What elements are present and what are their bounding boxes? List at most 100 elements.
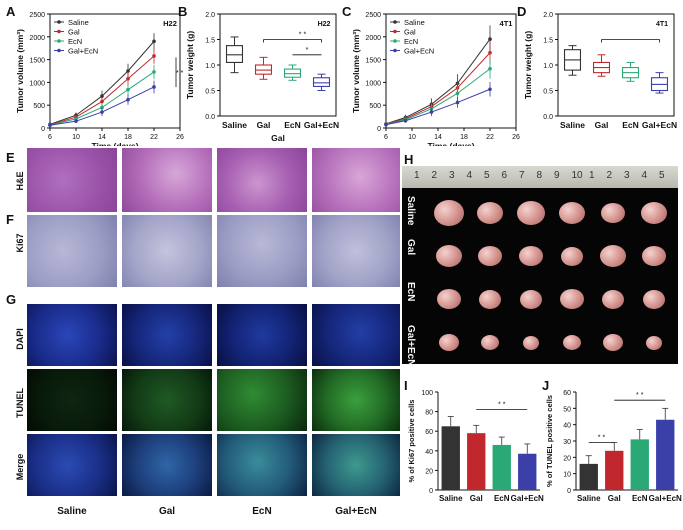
row-label-merge: Merge bbox=[15, 453, 25, 481]
x-category-label: Saline bbox=[439, 494, 463, 503]
tumor-specimen bbox=[477, 202, 503, 224]
x-tick-label: 22 bbox=[150, 134, 158, 141]
ruler-number: 2 bbox=[606, 170, 613, 181]
x-category-label: Saline bbox=[577, 494, 601, 503]
row-label-he: H&E bbox=[15, 171, 25, 191]
legend-marker bbox=[57, 20, 61, 24]
ruler-number: 4 bbox=[466, 170, 473, 181]
ruler-number: 5 bbox=[484, 170, 490, 181]
ruler-number: 6 bbox=[501, 170, 508, 181]
y-tick-label: 50 bbox=[563, 406, 571, 413]
ki67-tile-ecn bbox=[217, 215, 307, 287]
data-point bbox=[152, 39, 156, 44]
x-category-label: Gal+EcN bbox=[649, 494, 682, 503]
legend-label: Saline bbox=[404, 18, 425, 27]
y-axis-label: Tumor weight (g) bbox=[523, 31, 533, 99]
legend-marker bbox=[393, 20, 397, 24]
data-point bbox=[488, 37, 492, 41]
tumor-specimen bbox=[560, 289, 584, 309]
significance-label: * bbox=[306, 47, 309, 54]
y-tick-label: 1.0 bbox=[205, 63, 215, 70]
panel-letter-h: H bbox=[404, 152, 414, 167]
y-tick-label: 0 bbox=[41, 126, 45, 133]
x-axis-label: Gal bbox=[271, 133, 285, 143]
legend-marker bbox=[57, 48, 61, 53]
y-tick-label: 60 bbox=[563, 390, 571, 397]
ruler-number: 1 bbox=[589, 170, 595, 181]
ruler-number: 7 bbox=[519, 170, 525, 181]
dapi-tile-gal bbox=[122, 304, 212, 366]
y-tick-label: 2.0 bbox=[205, 12, 215, 19]
y-tick-label: 1.0 bbox=[543, 63, 553, 70]
x-tick-label: 26 bbox=[176, 134, 184, 141]
y-tick-label: 30 bbox=[563, 439, 571, 446]
plot-frame bbox=[49, 13, 181, 129]
x-tick-label: 6 bbox=[384, 134, 388, 141]
y-tick-label: 0.5 bbox=[543, 89, 553, 96]
x-category-label: Gal bbox=[608, 494, 621, 503]
he-tile-ecn bbox=[217, 148, 307, 212]
col-label-ecn: EcN bbox=[252, 506, 272, 517]
ruler-number: 4 bbox=[641, 170, 648, 181]
col-label-gal: Gal bbox=[158, 506, 176, 517]
data-point bbox=[488, 87, 492, 92]
legend-label: Gal+EcN bbox=[404, 47, 434, 56]
series-line-Gal bbox=[385, 52, 491, 125]
significance-label: * * bbox=[598, 435, 606, 442]
chart-c-tumor-volume-4t1: 0 500 1000 1500 2000 2500 6 10 14 18 22 26 Time (day… bbox=[351, 12, 520, 146]
x-category-label: EcN bbox=[284, 120, 301, 130]
y-tick-label: 40 bbox=[563, 423, 571, 430]
x-tick-label: 10 bbox=[72, 134, 80, 141]
tumor-specimen bbox=[561, 247, 583, 266]
dapi-tile-gal-ecn bbox=[312, 304, 400, 366]
panel-letter-a: A bbox=[6, 4, 16, 19]
tumor-specimen bbox=[519, 246, 543, 266]
y-axis-label: % of TUNEL positive cells bbox=[545, 395, 554, 487]
data-point bbox=[74, 119, 78, 123]
y-tick-label: 0 bbox=[429, 488, 433, 495]
merge-tile-gal bbox=[122, 434, 212, 496]
legend-label: Gal bbox=[68, 28, 80, 37]
plot-frame bbox=[385, 13, 517, 129]
x-tick-label: 14 bbox=[98, 134, 106, 141]
box-Saline bbox=[225, 45, 244, 63]
row-label-ki67: Ki67 bbox=[15, 233, 25, 253]
legend-marker bbox=[57, 39, 61, 43]
data-point bbox=[126, 87, 130, 92]
tumor-specimen bbox=[479, 290, 501, 309]
bar-Gal bbox=[605, 450, 624, 490]
y-tick-label: 0.0 bbox=[543, 114, 553, 121]
col-label-gal-ecn: Gal+EcN bbox=[335, 506, 377, 517]
ki67-tile-gal-ecn bbox=[312, 215, 400, 287]
he-tile-saline bbox=[27, 148, 117, 212]
dapi-tile-saline bbox=[27, 304, 117, 366]
chart-j-tunel-positive: 0 10 20 30 40 50 60 % of TUNEL positive cells Sa… bbox=[545, 390, 682, 503]
legend-marker bbox=[393, 48, 397, 53]
tunel-tile-ecn bbox=[217, 369, 307, 431]
x-tick-label: 18 bbox=[460, 134, 468, 141]
chart-annotation: H22 bbox=[163, 19, 177, 28]
data-point bbox=[100, 110, 104, 114]
tumor-specimen bbox=[563, 335, 581, 350]
y-tick-label: 2500 bbox=[29, 12, 45, 19]
tumor-specimen bbox=[436, 245, 462, 267]
row-label-dapi: DAPI bbox=[15, 328, 25, 350]
panel-letter-f: F bbox=[6, 212, 14, 227]
y-axis-label: Tumor weight (g) bbox=[185, 31, 195, 99]
y-tick-label: 500 bbox=[369, 103, 381, 110]
series-line-Saline bbox=[385, 38, 491, 125]
x-category-label: EcN bbox=[494, 494, 510, 503]
data-point bbox=[455, 91, 460, 96]
tumor-specimen bbox=[643, 290, 665, 309]
ki67-tile-gal bbox=[122, 215, 212, 287]
ruler-number: 3 bbox=[624, 170, 630, 181]
legend-label: Gal bbox=[404, 28, 416, 37]
x-category-label: Gal bbox=[257, 120, 271, 130]
y-tick-label: 1500 bbox=[29, 58, 45, 65]
plot-frame bbox=[219, 13, 337, 117]
legend-label: EcN bbox=[404, 37, 418, 46]
significance-label: * * bbox=[299, 32, 307, 39]
y-tick-label: 500 bbox=[33, 103, 45, 110]
y-tick-label: 20 bbox=[425, 468, 433, 475]
tumor-specimen bbox=[517, 201, 545, 225]
